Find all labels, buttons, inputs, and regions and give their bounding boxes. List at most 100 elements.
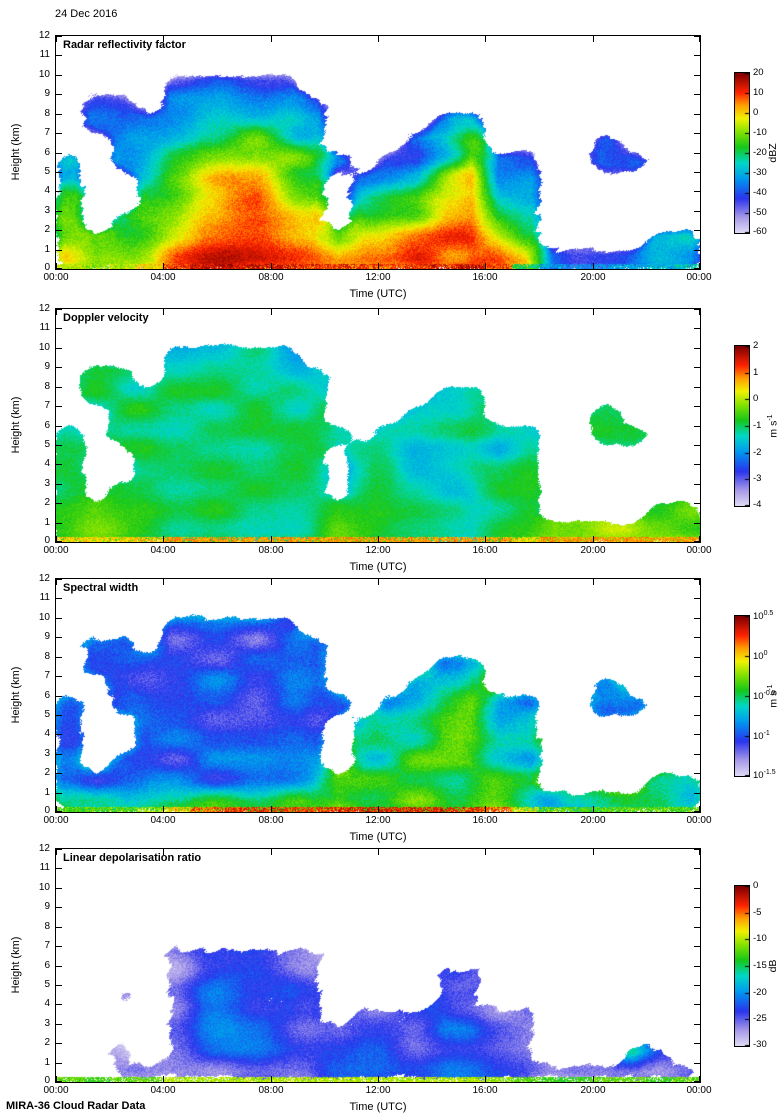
axis-tick-mark: [56, 541, 62, 542]
axis-tick-mark: [593, 849, 594, 855]
y-tick-label: 9: [44, 88, 50, 99]
x-tick-label: 20:00: [580, 815, 606, 826]
colorbar-tick-label: 20: [753, 67, 764, 78]
y-tick-label: 5: [44, 439, 50, 450]
y-tick-label: 8: [44, 381, 50, 392]
heatmap-canvas: [56, 36, 700, 269]
colorbar-tick-label: -2: [753, 447, 762, 458]
axis-tick-mark: [694, 328, 700, 329]
axis-tick-mark: [56, 328, 62, 329]
axis-tick-mark: [56, 966, 62, 967]
axis-tick-mark: [593, 536, 594, 542]
colorbar-gradient: [734, 885, 750, 1047]
axis-tick-mark: [56, 55, 62, 56]
panel-title: Spectral width: [63, 582, 139, 594]
y-tick-label: 1: [44, 787, 50, 798]
axis-tick-mark: [56, 94, 62, 95]
x-tick-label: 12:00: [365, 545, 391, 556]
axis-tick-mark: [56, 464, 62, 465]
axis-tick-mark: [163, 579, 164, 585]
x-tick-label: 00:00: [43, 545, 69, 556]
x-tick-label: 00:00: [686, 545, 712, 556]
y-tick-label: 7: [44, 400, 50, 411]
heatmap-canvas: [56, 849, 700, 1082]
colorbar-tick-label: 1: [753, 367, 759, 378]
x-tick-label: 12:00: [365, 1085, 391, 1096]
y-tick-label: 9: [44, 631, 50, 642]
axis-tick-mark: [56, 250, 62, 251]
axis-tick-mark: [56, 888, 62, 889]
axis-tick-mark: [56, 387, 62, 388]
axis-tick-mark: [694, 888, 700, 889]
colorbar-tick-label: -4: [753, 499, 762, 510]
axis-tick-mark: [56, 191, 62, 192]
axis-tick-mark: [56, 348, 62, 349]
y-tick-label: 0: [44, 262, 50, 273]
axis-tick-mark: [56, 754, 62, 755]
y-tick-label: 6: [44, 960, 50, 971]
axis-tick-mark: [694, 348, 700, 349]
axis-tick-mark: [485, 579, 486, 585]
y-tick-label: 12: [38, 573, 50, 584]
colorbar-tick-label: 10-1: [753, 730, 770, 743]
axis-tick-mark: [694, 523, 700, 524]
axis-tick-mark: [694, 445, 700, 446]
axis-tick-mark: [694, 1043, 700, 1044]
axis-tick-mark: [593, 36, 594, 42]
axis-tick-mark: [163, 806, 164, 812]
axis-tick-mark: [56, 927, 62, 928]
y-tick-label: 10: [38, 342, 50, 353]
axis-tick-mark: [694, 966, 700, 967]
axis-tick-mark: [271, 849, 272, 855]
x-tick-label: 04:00: [150, 545, 176, 556]
colorbar: m s-1 2 1 0 -1 -2 -3 -4: [734, 340, 780, 510]
y-tick-label: 8: [44, 108, 50, 119]
axis-tick-mark: [694, 927, 700, 928]
axis-tick-mark: [56, 211, 62, 212]
axis-tick-mark: [694, 94, 700, 95]
colorbar-tick-label: -20: [753, 987, 767, 998]
y-tick-label: 12: [38, 843, 50, 854]
axis-tick-mark: [163, 36, 164, 42]
axis-tick-mark: [56, 133, 62, 134]
y-tick-label: 0: [44, 535, 50, 546]
axis-tick-mark: [163, 849, 164, 855]
x-tick-label: 20:00: [580, 272, 606, 283]
colorbar-gradient: [734, 72, 750, 234]
axis-tick-mark: [378, 309, 379, 315]
axis-tick-mark: [593, 263, 594, 269]
axis-tick-mark: [56, 773, 62, 774]
axis-tick-mark: [56, 309, 57, 315]
axis-tick-mark: [56, 36, 62, 37]
axis-tick-mark: [56, 579, 57, 585]
y-tick-label: 9: [44, 901, 50, 912]
axis-tick-mark: [56, 676, 62, 677]
axis-tick-mark: [378, 536, 379, 542]
colorbar-tick-label: -15: [753, 960, 767, 971]
y-tick-label: 5: [44, 166, 50, 177]
axis-tick-mark: [163, 1076, 164, 1082]
axis-tick-mark: [56, 637, 62, 638]
panel-spectral-width: Height (km) Spectral width Time (UTC) m …: [0, 573, 780, 851]
axis-tick-mark: [694, 36, 700, 37]
axis-tick-mark: [694, 250, 700, 251]
x-tick-label: 00:00: [686, 815, 712, 826]
y-tick-label: 6: [44, 147, 50, 158]
colorbar-tick-label: -40: [753, 187, 767, 198]
colorbar-tick-label: 10-0.5: [753, 690, 776, 703]
axis-tick-mark: [56, 536, 57, 542]
axis-tick-mark: [694, 1063, 700, 1064]
y-tick-label: 8: [44, 651, 50, 662]
axis-tick-mark: [378, 1076, 379, 1082]
axis-tick-mark: [56, 503, 62, 504]
axis-tick-mark: [56, 523, 62, 524]
y-tick-label: 4: [44, 728, 50, 739]
axis-tick-mark: [694, 367, 700, 368]
axis-tick-mark: [56, 1043, 62, 1044]
colorbar-tick-label: 100: [753, 650, 768, 663]
panel-title: Doppler velocity: [63, 312, 149, 324]
axis-tick-mark: [56, 811, 62, 812]
heatmap-canvas: [56, 579, 700, 812]
axis-tick-mark: [694, 55, 700, 56]
